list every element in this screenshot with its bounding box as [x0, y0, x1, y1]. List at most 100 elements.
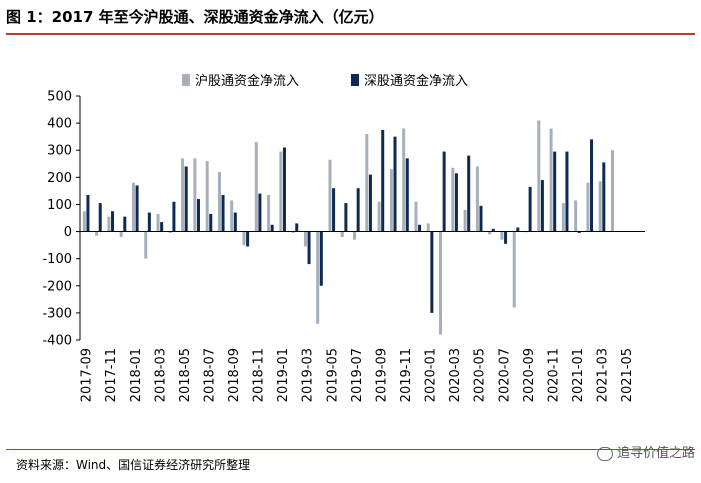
bar-hu — [377, 201, 381, 232]
bar-shen — [160, 222, 164, 232]
bar-hu — [328, 159, 332, 232]
x-tick-label: 2020-09 — [522, 348, 537, 402]
bar-hu — [475, 166, 479, 232]
bar-shen — [491, 228, 495, 232]
bar-hu — [402, 128, 406, 232]
x-tick-label: 2019-11 — [399, 348, 414, 402]
chart-legend: 沪股通资金净流入 深股通资金净流入 — [182, 73, 468, 89]
bar-hu — [291, 231, 295, 233]
bar-shen — [196, 199, 200, 232]
bar-hu — [267, 194, 271, 232]
x-tick-label: 2018-01 — [129, 348, 144, 402]
bar-shen — [111, 211, 115, 232]
bar-shen — [454, 173, 458, 232]
x-tick-label: 2020-05 — [473, 348, 488, 402]
bar-shen — [295, 223, 299, 232]
bar-shen — [393, 136, 397, 232]
y-tick-label: 400 — [47, 117, 72, 132]
y-tick-label: 200 — [47, 171, 72, 186]
x-tick-label: 2019-01 — [276, 348, 291, 402]
bar-shen — [172, 201, 176, 232]
x-tick-label: 2020-11 — [546, 348, 561, 402]
bar-shen — [553, 151, 557, 232]
bar-hu — [144, 231, 148, 259]
x-tick-label: 2021-03 — [596, 348, 611, 402]
bar-hu — [340, 231, 344, 237]
bar-hu — [586, 182, 590, 232]
bar-shen — [319, 231, 323, 286]
bar-hu — [279, 151, 283, 232]
bar-hu — [439, 231, 443, 335]
bar-shen — [405, 158, 409, 232]
bar-shen — [233, 212, 237, 232]
bar-shen — [381, 129, 385, 232]
bar-hu — [131, 182, 135, 232]
legend-label: 沪股通资金净流入 — [195, 73, 299, 89]
bar-hu — [426, 223, 430, 232]
y-tick-label: -100 — [42, 252, 72, 267]
y-tick-label: 300 — [47, 144, 72, 159]
bar-shen — [184, 166, 188, 232]
x-tick-label: 2021-05 — [620, 348, 635, 402]
bar-hu — [537, 120, 541, 232]
bar-shen — [221, 194, 225, 232]
bar-shen — [246, 231, 250, 247]
x-tick-label: 2018-03 — [153, 348, 168, 402]
bar-hu — [610, 150, 614, 232]
bar-shen — [528, 186, 532, 232]
bar-shen — [86, 194, 90, 232]
bar-shen — [479, 205, 483, 232]
bar-hu — [230, 200, 234, 232]
bar-hu — [193, 158, 197, 232]
y-tick-label: -400 — [42, 334, 72, 349]
bar-shen — [442, 151, 446, 232]
bar-hu — [463, 209, 467, 232]
bar-shen — [577, 231, 581, 233]
x-tick-label: 2019-05 — [325, 348, 340, 402]
x-tick-label: 2019-07 — [350, 348, 365, 402]
bar-shen — [282, 147, 286, 232]
bar-hu — [451, 167, 455, 232]
bar-shen — [307, 231, 311, 265]
bar-hu — [353, 231, 357, 240]
footer-divider — [6, 449, 695, 450]
bar-hu — [512, 231, 516, 308]
title-divider — [6, 33, 695, 35]
x-tick-label: 2019-09 — [374, 348, 389, 402]
bar-shen — [467, 155, 471, 232]
bar-shen — [516, 227, 520, 232]
bar-hu — [316, 231, 320, 324]
bar-shen — [209, 213, 213, 232]
bar-hu — [389, 169, 393, 232]
bar-shen — [258, 193, 262, 232]
bar-hu — [574, 200, 578, 232]
bar-hu — [303, 231, 307, 247]
bar-hu — [242, 231, 246, 246]
legend-swatch — [182, 74, 190, 86]
wechat-icon — [596, 446, 613, 461]
bar-hu — [217, 171, 221, 232]
y-tick-label: 100 — [47, 198, 72, 213]
x-tick-label: 2020-03 — [448, 348, 463, 402]
figure-title: 图 1：2017 年至今沪股通、深股通资金净流入（亿元） — [6, 8, 384, 26]
bar-shen — [602, 162, 606, 232]
bar-shen — [504, 231, 508, 244]
bar-shen — [147, 212, 151, 232]
bar-shen — [98, 203, 102, 232]
bar-hu — [205, 161, 209, 232]
bar-series — [82, 120, 614, 335]
bar-hu — [549, 128, 553, 232]
source-note: 资料来源：Wind、国信证券经济研究所整理 — [16, 458, 251, 472]
bar-shen — [418, 224, 422, 232]
x-tick-label: 2018-09 — [227, 348, 242, 402]
bar-hu — [107, 216, 111, 232]
y-tick-label: -200 — [42, 279, 72, 294]
watermark-text: 追寻价值之路 — [616, 446, 695, 461]
bar-shen — [565, 151, 569, 232]
y-tick-label: 0 — [64, 225, 72, 240]
bar-hu — [168, 231, 172, 233]
bar-shen — [368, 174, 372, 232]
bar-hu — [254, 142, 258, 232]
bar-shen — [270, 224, 274, 232]
bar-hu — [156, 213, 160, 232]
